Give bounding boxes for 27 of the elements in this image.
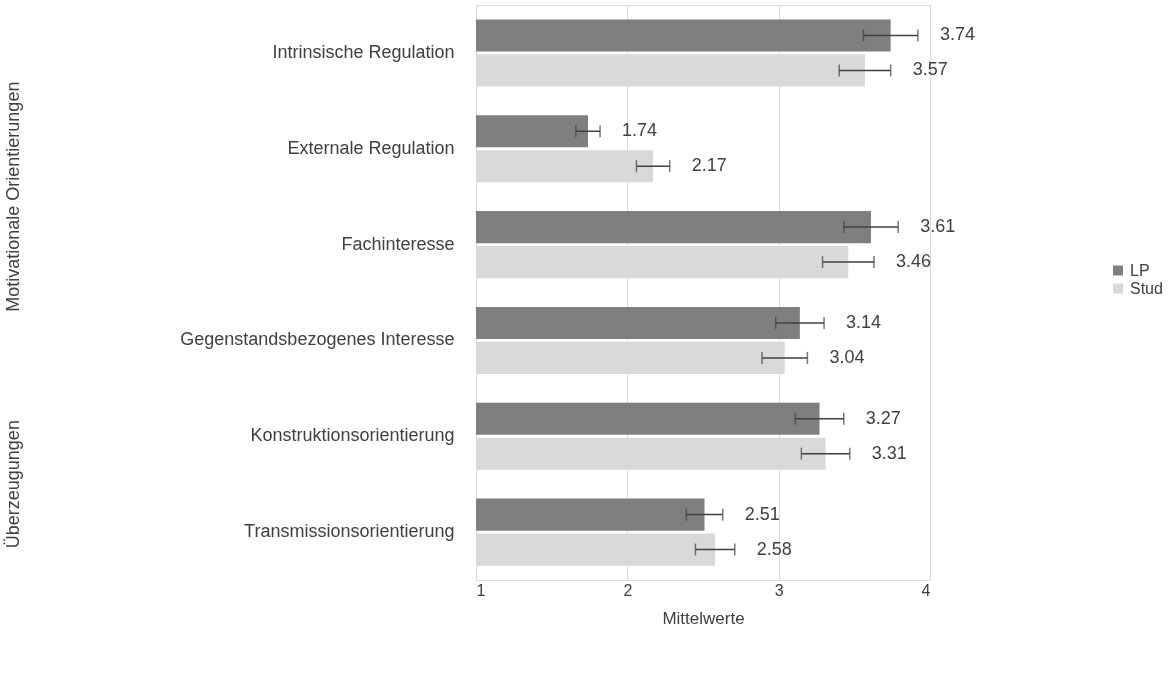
legend-label: LP — [1130, 261, 1150, 279]
x-axis-title: Mittelwerte — [662, 608, 745, 628]
y-tick-label: Intrinsische Regulation — [272, 41, 455, 62]
x-tick-label: 2 — [623, 581, 633, 599]
data-label: 2.17 — [691, 155, 727, 176]
x-tick-label: 3 — [774, 581, 784, 599]
legend-label: Stud — [1130, 279, 1163, 297]
data-label: 3.46 — [896, 251, 932, 272]
data-label: 3.31 — [871, 442, 907, 463]
text: Motivationale Orientierungen — [3, 81, 23, 312]
data-label: 2.51 — [744, 503, 780, 524]
y-tick-label: Fachinteresse — [341, 233, 455, 254]
x-tick-label: 4 — [921, 581, 931, 599]
data-label: 3.27 — [865, 407, 901, 428]
data-label: 2.58 — [756, 538, 792, 559]
data-label: 1.74 — [622, 120, 658, 141]
data-label: 3.04 — [829, 346, 865, 367]
data-label: 3.74 — [939, 24, 975, 45]
y-tick-label: Gegenstandsbezogenes Interesse — [180, 329, 455, 350]
data-label: 3.14 — [846, 311, 882, 332]
x-tick-label: 1 — [476, 581, 486, 599]
data-label: 3.61 — [920, 216, 956, 237]
text: Überzeugungen — [3, 420, 23, 549]
y-tick-label: Konstruktionsorientierung — [250, 425, 455, 446]
y-tick-label: Externale Regulation — [287, 137, 455, 158]
y-tick-label: Transmissionsorientierung — [244, 521, 455, 542]
data-label: 3.57 — [912, 59, 948, 80]
